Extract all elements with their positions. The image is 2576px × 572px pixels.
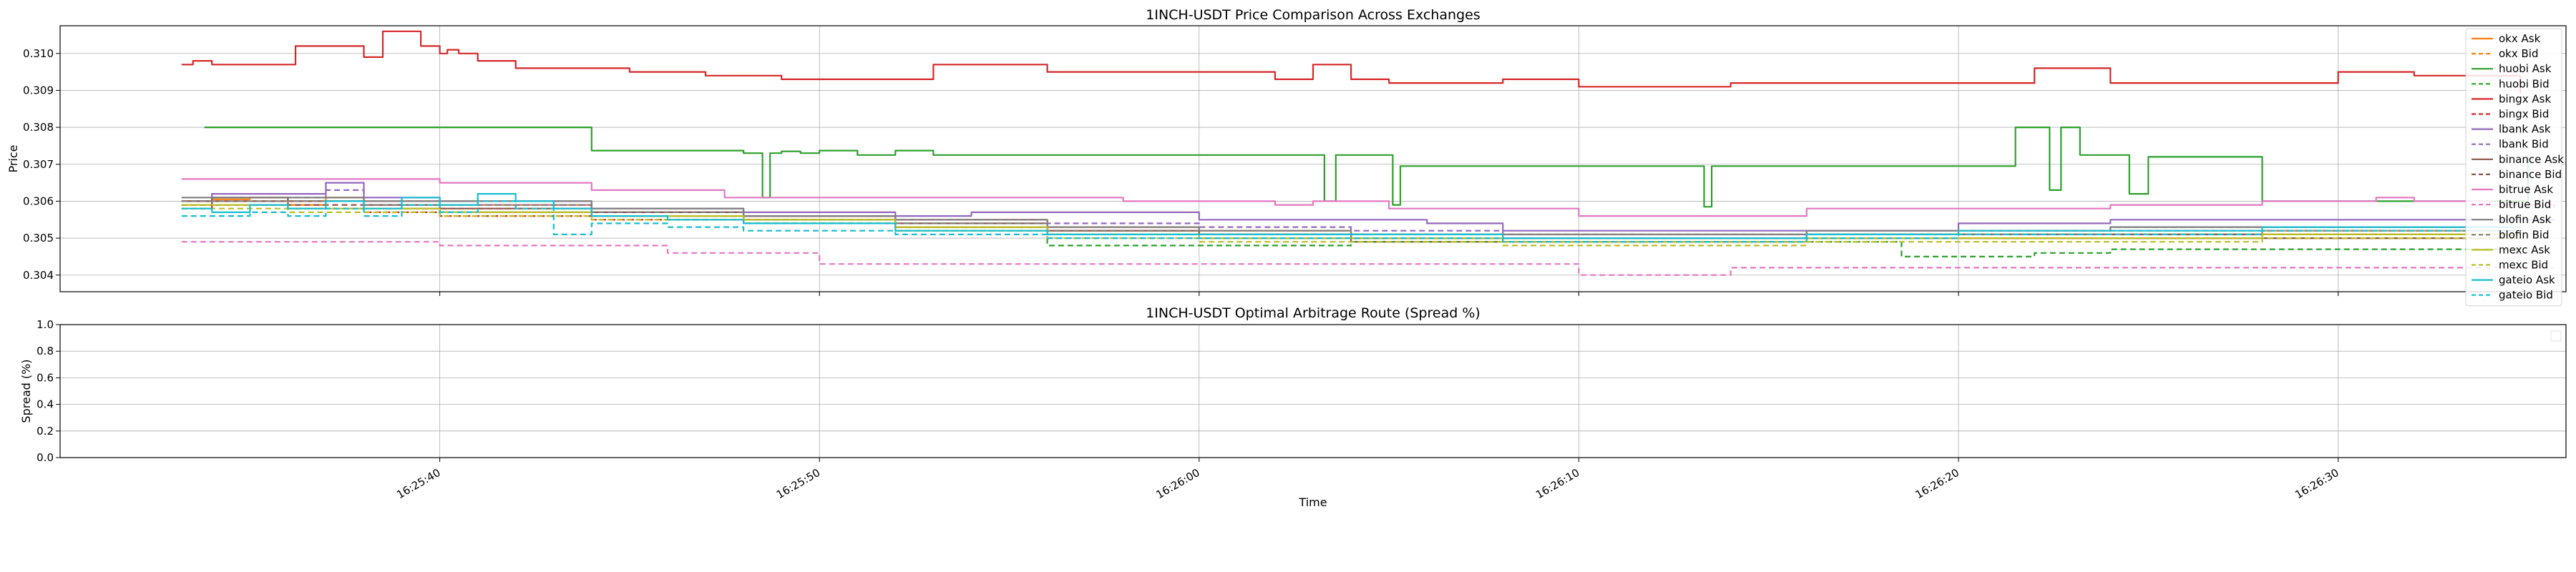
price-y-tick-label: 0.304 [23,269,54,282]
legend-label: okx Bid [2499,47,2539,60]
spread-chart-frame [59,324,2567,458]
price-chart-y-label: Price [6,144,20,172]
price-chart-legend: okx Ask okx Bid huobi Ask huobi Bid bingx As… [2465,28,2564,307]
price-chart-title: 1INCH-USDT Price Comparison Across Excha… [1146,7,1480,23]
series-line-gateio-ask [181,193,2521,240]
price-y-tick-label: 0.308 [23,121,54,134]
price-chart-y-ticks: 0.304 0.305 0.306 0.307 0.308 0.309 0.310 [23,47,60,282]
price-y-tick-label: 0.309 [23,84,54,97]
series-line-huobi-ask [204,127,2529,208]
legend-label: huobi Bid [2499,77,2550,90]
legend-label: mexc Ask [2499,243,2550,256]
price-chart-series [181,30,2556,276]
legend-label: bingx Ask [2499,92,2551,105]
legend-label: binance Bid [2499,168,2562,181]
legend-label: mexc Bid [2499,259,2548,272]
legend-label: lbank Bid [2499,138,2549,151]
spread-y-tick-label: 0.4 [36,398,54,411]
legend-label: okx Ask [2499,32,2541,45]
price-y-tick-label: 0.305 [23,232,54,245]
spread-y-tick-label: 0.6 [36,371,54,384]
legend-label: gateio Bid [2499,289,2553,302]
price-y-tick-label: 0.306 [23,194,54,207]
legend-label: blofin Bid [2499,228,2550,241]
price-chart-frame [59,25,2567,292]
spread-chart-y-label: Spread (%) [19,359,33,423]
series-line-bingx-ask [181,30,2522,94]
legend-label: bitrue Bid [2499,198,2551,211]
legend-label: gateio Ask [2499,274,2555,287]
price-y-tick-label: 0.310 [23,47,54,60]
spread-y-tick-label: 0.8 [36,345,54,358]
legend-label: huobi Ask [2499,62,2552,75]
legend-label: bingx Bid [2499,108,2549,121]
legend-box [2465,28,2562,307]
price-comparison-chart: 1INCH-USDT Price Comparison Across Excha… [6,7,2567,307]
legend-label: lbank Ask [2499,123,2551,136]
legend-label: blofin Ask [2499,213,2552,226]
spread-chart-x-label: Time [1298,495,1327,509]
spread-y-tick-label: 0.2 [36,425,54,438]
spread-y-tick-label: 0.0 [36,451,54,464]
spread-chart-y-ticks: 0.0 0.2 0.4 0.6 0.8 1.0 [36,318,60,464]
spread-y-tick-label: 1.0 [36,318,54,331]
legend-label: binance Ask [2499,153,2564,166]
legend-label: bitrue Ask [2499,183,2553,196]
spread-legend-empty-box [2550,330,2562,342]
price-y-tick-label: 0.307 [23,158,54,171]
spread-chart-title: 1INCH-USDT Optimal Arbitrage Route (Spre… [1146,305,1480,321]
series-line-gateio-bid [181,200,2521,243]
series-line-bitrue-ask [181,178,2556,217]
